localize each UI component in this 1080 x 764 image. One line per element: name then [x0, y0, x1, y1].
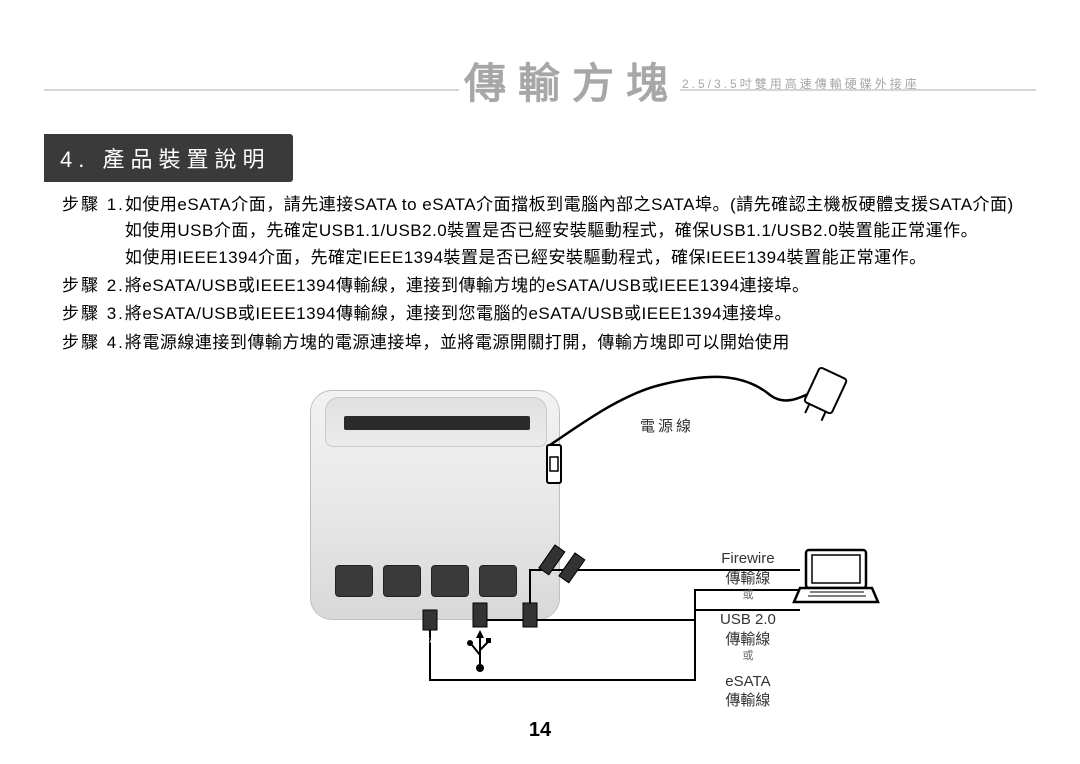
step-text: 如使用eSATA介面，請先連接SATA to eSATA介面擋板到電腦內部之SA… [125, 192, 1014, 271]
page-number: 14 [529, 719, 551, 742]
laptop-icon [794, 550, 878, 602]
section-header: 4. 產品裝置說明 [44, 134, 293, 182]
step-list: 步驟 1. 如使用eSATA介面，請先連接SATA to eSATA介面擋板到電… [62, 192, 1036, 358]
ports-row [335, 565, 517, 597]
section-title: 產品裝置說明 [102, 147, 270, 172]
svg-text:eSATA: eSATA [413, 638, 434, 645]
port-esata [335, 565, 373, 597]
header-rule-left [44, 89, 459, 91]
page-header-title: 傳輸方塊 [464, 50, 680, 111]
port-1394a [431, 565, 469, 597]
step-label: 步驟 1. [62, 192, 125, 271]
step-row: 步驟 1. 如使用eSATA介面，請先連接SATA to eSATA介面擋板到電… [62, 192, 1036, 271]
cable-label: Firewire 傳輸線 或 [720, 549, 776, 602]
step-row: 步驟 2. 將eSATA/USB或IEEE1394傳輸線，連接到傳輸方塊的eSA… [62, 273, 1036, 299]
step-text: 將電源線連接到傳輸方塊的電源連接埠，並將電源開關打開，傳輸方塊即可以開始使用 [125, 330, 790, 356]
step-label: 步驟 4. [62, 330, 125, 356]
section-number: 4. [60, 147, 90, 172]
header-rule-right [680, 89, 1036, 91]
port-1394b [479, 565, 517, 597]
step-label: 步驟 3. [62, 301, 125, 327]
installation-diagram: eSATA 電源線 Fir [300, 355, 900, 705]
step-row: 步驟 3. 將eSATA/USB或IEEE1394傳輸線，連接到您電腦的eSAT… [62, 301, 1036, 327]
dock-illustration [310, 390, 560, 620]
dock-slot-area [325, 397, 547, 447]
step-text: 將eSATA/USB或IEEE1394傳輸線，連接到您電腦的eSATA/USB或… [125, 301, 792, 327]
port-usb [383, 565, 421, 597]
cable-labels: Firewire 傳輸線 或 USB 2.0 傳輸線 或 eSATA 傳輸線 [720, 549, 776, 719]
step-text: 將eSATA/USB或IEEE1394傳輸線，連接到傳輸方塊的eSATA/USB… [125, 273, 810, 299]
step-label: 步驟 2. [62, 273, 125, 299]
power-cable-label: 電源線 [640, 415, 694, 436]
step-row: 步驟 4. 將電源線連接到傳輸方塊的電源連接埠，並將電源開關打開，傳輸方塊即可以… [62, 330, 1036, 356]
dock-slot [344, 416, 530, 430]
cable-label: eSATA 傳輸線 [720, 672, 776, 711]
cable-label: USB 2.0 傳輸線 或 [720, 610, 776, 663]
